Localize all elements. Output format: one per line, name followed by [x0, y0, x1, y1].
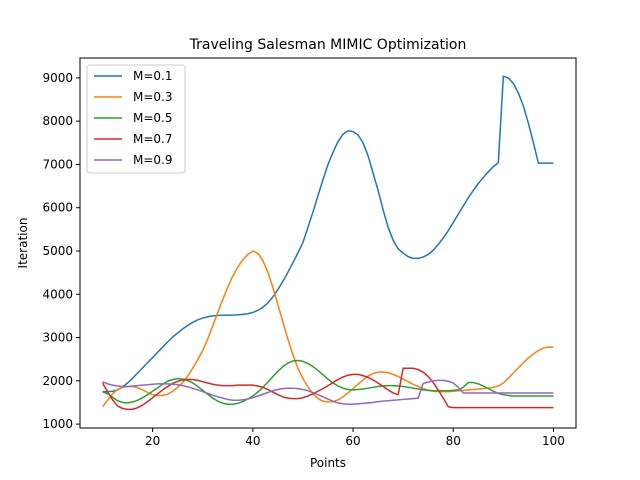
series-line-m-0-7 [101, 367, 554, 411]
y-tick-label: 9000 [42, 71, 73, 85]
legend: M=0.1 M=0.3 M=0.5 M=0.7 M=0.9 [86, 64, 186, 174]
x-axis: 20 40 60 80 100 [145, 428, 565, 448]
y-tick-label: 6000 [42, 201, 73, 215]
x-tick-label: 60 [345, 434, 360, 448]
series-line-m-0-3 [101, 250, 554, 408]
x-tick-label: 100 [542, 434, 565, 448]
series-line-m-0-9 [102, 379, 554, 405]
x-axis-label: Points [310, 456, 346, 470]
chart-title: Traveling Salesman MIMIC Optimization [189, 37, 467, 53]
series-line-m-0-5 [102, 359, 554, 405]
x-tick-label: 40 [245, 434, 260, 448]
y-tick-label: 4000 [42, 287, 73, 301]
legend-box [86, 64, 186, 174]
legend-label: M=0.9 [133, 153, 173, 167]
legend-label: M=0.3 [133, 90, 173, 104]
x-tick-label: 80 [446, 434, 461, 448]
y-tick-label: 2000 [42, 374, 73, 388]
series-line-m-0-1 [102, 75, 554, 393]
y-tick-label: 5000 [42, 244, 73, 258]
axes-frame [79, 57, 577, 429]
y-tick-label: 3000 [42, 331, 73, 345]
y-tick-label: 1000 [42, 417, 73, 431]
legend-label: M=0.5 [133, 111, 173, 125]
y-tick-label: 8000 [42, 114, 73, 128]
y-tick-label: 7000 [42, 157, 73, 171]
plot-area [101, 75, 554, 411]
legend-label: M=0.7 [133, 132, 173, 146]
legend-label: M=0.1 [133, 69, 173, 83]
y-axis-label: Iteration [16, 218, 30, 269]
x-tick-label: 20 [145, 434, 160, 448]
y-axis: 1000 2000 3000 4000 5000 6000 7000 8000 9000 [42, 71, 80, 431]
